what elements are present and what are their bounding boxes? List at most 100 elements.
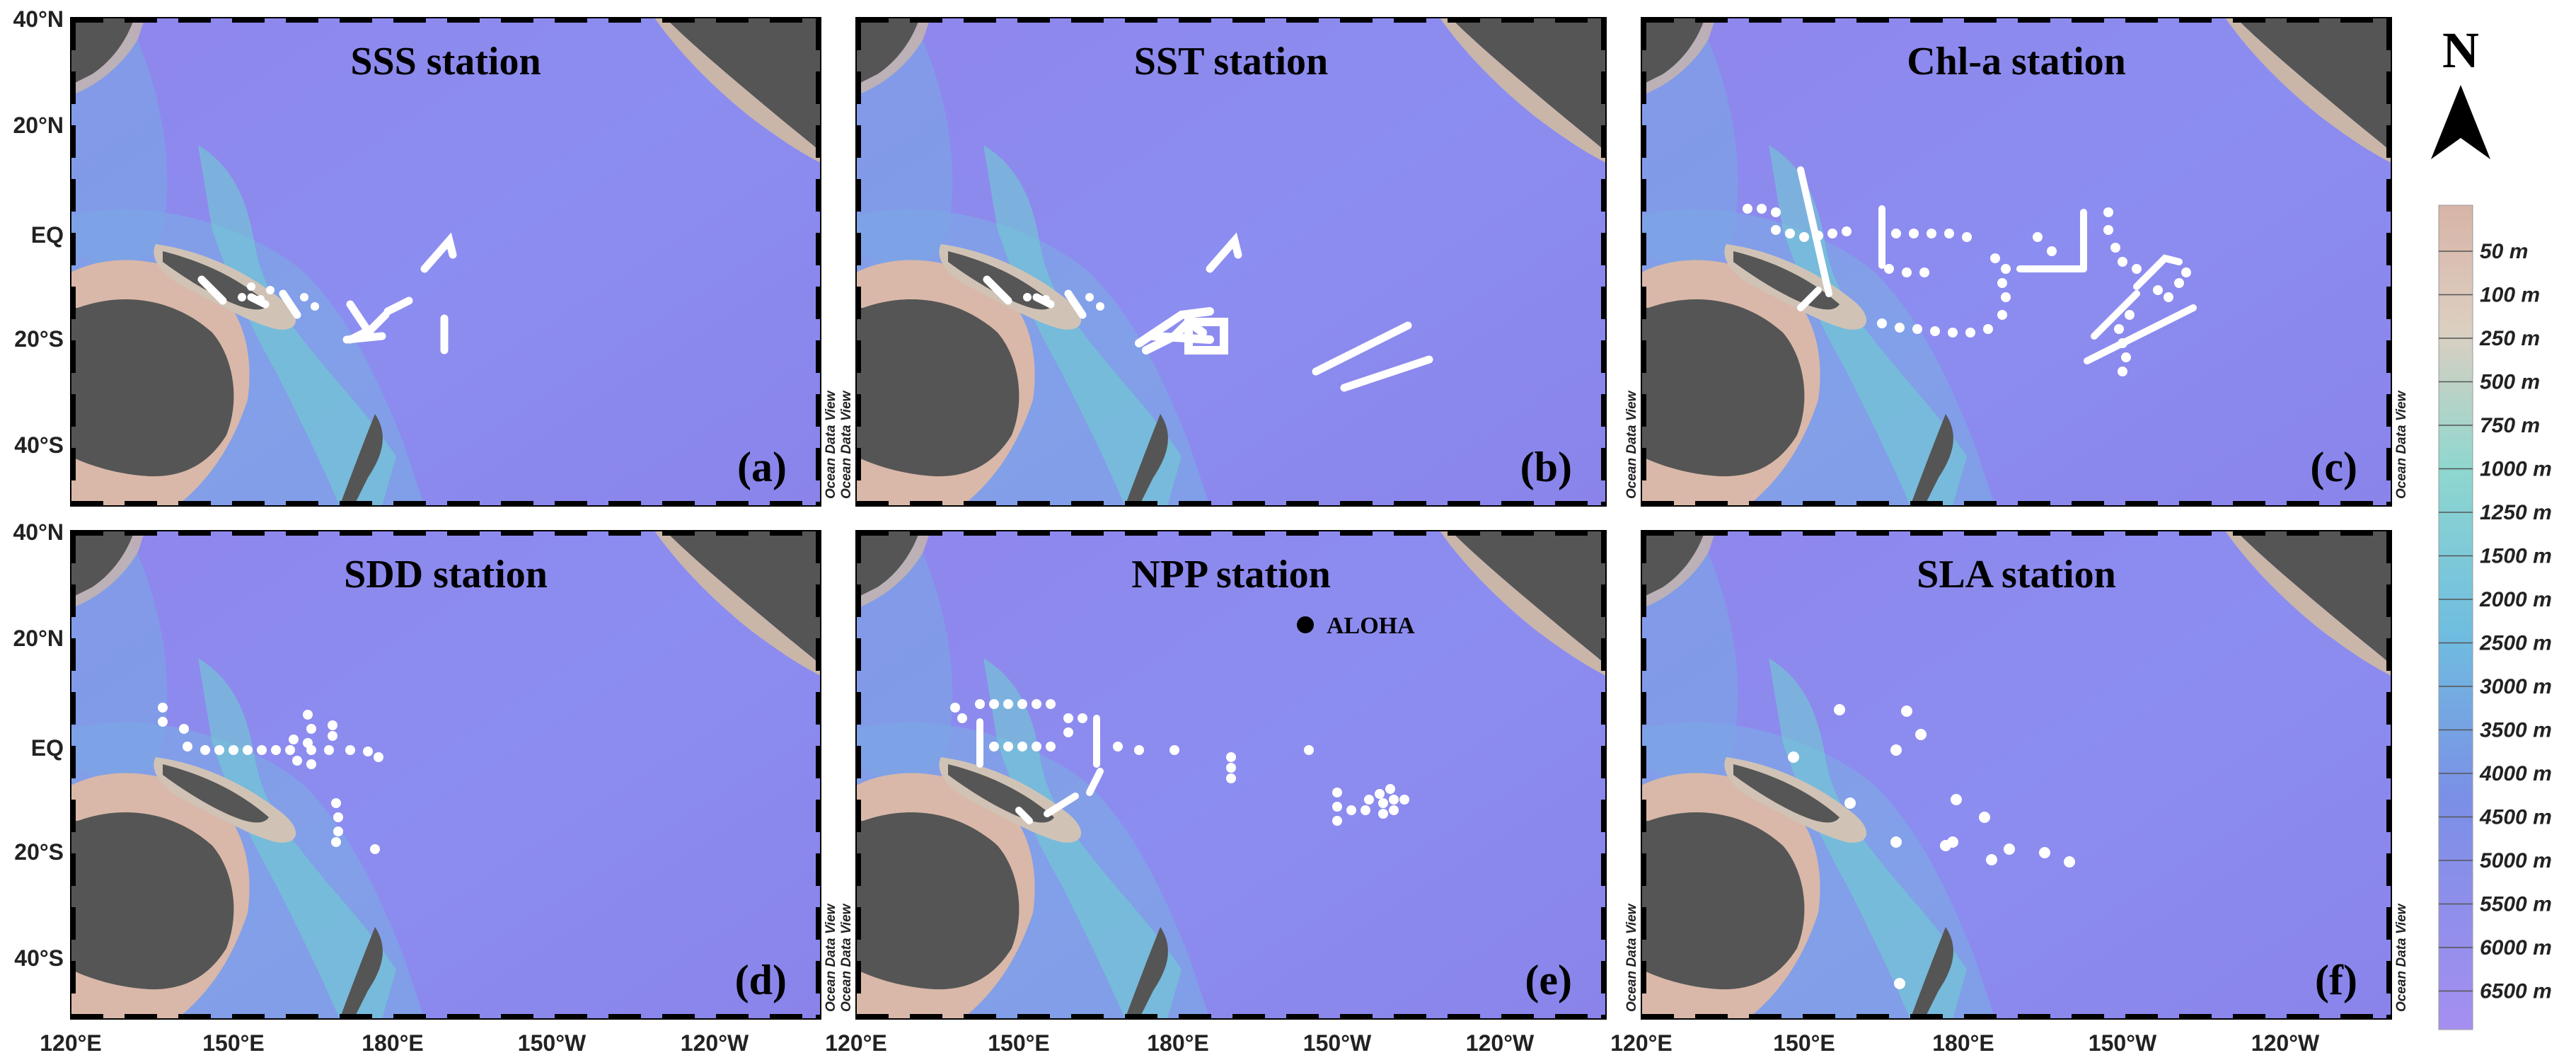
- station-point: [1799, 232, 1809, 242]
- station-track: [2091, 290, 2140, 340]
- station-point: [1891, 229, 1901, 238]
- station-point: [1332, 802, 1342, 812]
- station-point: [1046, 742, 1056, 751]
- station-point: [271, 745, 281, 755]
- lon-axis-c: 120°E 150°E 180°E 150°W 120°W: [1610, 1030, 2320, 1056]
- station-point: [1902, 267, 1912, 277]
- station-track: [1797, 166, 1832, 297]
- station-point: [374, 752, 383, 762]
- lon-tick: 120°E: [1610, 1030, 1673, 1056]
- panel-a: SSS station (a) Ocean Data View: [71, 18, 838, 506]
- station-cluster: [1135, 307, 1228, 355]
- station-points: [950, 699, 1409, 826]
- panel-letter: (b): [1520, 444, 1572, 490]
- lat-tick: 40°N: [13, 6, 64, 32]
- station-tracks: [976, 715, 1104, 824]
- station-point: [256, 295, 265, 304]
- station-point: [183, 742, 192, 751]
- depth-legend-label: 6500 m: [2480, 980, 2552, 1003]
- north-arrow-label: N: [2442, 22, 2479, 79]
- station-point: [975, 699, 985, 709]
- station-point: [1771, 207, 1781, 217]
- lon-tick: 180°E: [1147, 1030, 1209, 1056]
- station-point: [2064, 856, 2075, 868]
- station-track: [1340, 355, 1433, 392]
- lon-tick: 150°E: [202, 1030, 265, 1056]
- lat-axis-bottom: 40°N 20°N EQ 20°S 40°S: [13, 519, 64, 971]
- depth-legend-label: 4000 m: [2479, 762, 2552, 785]
- station-point: [1003, 699, 1013, 709]
- station-point: [2125, 310, 2135, 320]
- station-point: [1912, 324, 1922, 334]
- station-point: [1375, 789, 1385, 799]
- station-point: [1785, 229, 1795, 238]
- depth-legend-label: 4500 m: [2479, 806, 2552, 829]
- station-point: [1944, 229, 1954, 238]
- station-track: [197, 275, 227, 305]
- station-point: [2132, 264, 2142, 274]
- station-point: [324, 745, 334, 755]
- station-track: [383, 296, 413, 316]
- station-point: [1032, 699, 1041, 709]
- station-point: [1364, 795, 1374, 805]
- station-point: [1346, 805, 1356, 815]
- panel-f: SLA station (f) Ocean Data View Ocean Da…: [1624, 531, 2409, 1019]
- station-point: [306, 759, 316, 769]
- station-point: [1226, 763, 1236, 773]
- depth-legend-label: 750 m: [2480, 414, 2540, 437]
- station-point: [1909, 229, 1919, 238]
- station-point: [1895, 323, 1905, 333]
- station-point: [1948, 328, 1958, 338]
- depth-legend-label: 250 m: [2479, 327, 2540, 350]
- station-point: [179, 724, 189, 734]
- panel-d: SDD station (d) Ocean Data View: [71, 531, 838, 1019]
- panel-title: SDD station: [344, 553, 548, 597]
- station-point: [1834, 704, 1845, 715]
- station-point: [2103, 225, 2113, 235]
- station-point: [2118, 257, 2127, 267]
- station-track: [983, 275, 1012, 305]
- depth-legend-label: 50 m: [2480, 240, 2528, 263]
- station-point: [989, 742, 999, 751]
- station-point: [266, 286, 275, 294]
- station-point: [2174, 278, 2184, 288]
- station-point: [1361, 805, 1370, 815]
- station-point: [238, 293, 246, 301]
- station-points: [238, 282, 319, 311]
- watermark-text: Ocean Data View: [824, 903, 838, 1012]
- panel-letter: (d): [735, 957, 787, 1003]
- station-point: [1927, 229, 1936, 238]
- station-point: [1389, 805, 1399, 815]
- station-point: [1813, 231, 1823, 241]
- station-dots: [1743, 204, 2191, 376]
- station-point: [1930, 326, 1940, 336]
- station-point: [333, 812, 343, 822]
- panel-title: NPP station: [1131, 553, 1331, 597]
- station-point: [1842, 226, 1852, 236]
- station-point: [1046, 699, 1056, 709]
- station-point: [200, 745, 210, 755]
- station-track: [1086, 768, 1104, 796]
- station-point: [292, 756, 302, 766]
- lon-tick: 120°W: [1466, 1030, 1535, 1056]
- station-track: [346, 325, 376, 344]
- depth-legend-label: 1250 m: [2480, 501, 2552, 524]
- panel-title: SSS station: [350, 40, 541, 83]
- station-point: [370, 844, 380, 854]
- station-point: [1771, 225, 1781, 235]
- depth-legend-label: 500 m: [2480, 371, 2540, 394]
- station-point: [1078, 713, 1087, 723]
- depth-legend-labels: 50 m 100 m 250 m 500 m 750 m 1000 m 1250 m 1500…: [2479, 240, 2552, 1003]
- station-point: [1399, 795, 1409, 805]
- station-point: [1884, 264, 1894, 274]
- station-point: [1378, 798, 1388, 808]
- panel-letter: (c): [2310, 444, 2357, 490]
- station-point: [2164, 292, 2173, 302]
- watermark-text: Ocean Data View: [2394, 390, 2409, 499]
- station-tracks: [1797, 166, 2197, 364]
- station-track: [1312, 321, 1412, 376]
- station-point: [2181, 267, 2191, 277]
- station-point: [158, 717, 168, 727]
- lat-tick: EQ: [31, 735, 64, 761]
